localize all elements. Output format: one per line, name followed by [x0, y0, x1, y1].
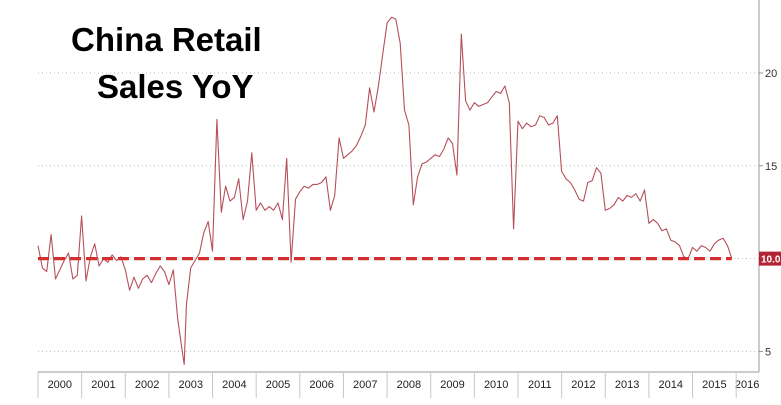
xtick-label-2008: 2008: [397, 379, 421, 391]
title-line-1: China Retail: [71, 21, 262, 58]
xtick-label-2001: 2001: [91, 379, 115, 391]
xtick-label-2012: 2012: [571, 379, 595, 391]
series: [37, 16, 733, 365]
title-line-2: Sales YoY: [97, 68, 254, 105]
series-line-0: [37, 16, 733, 365]
xtick-label-2009: 2009: [440, 379, 464, 391]
last-value-badge: 10.0: [759, 251, 781, 266]
last-value-badge-bg: [759, 251, 781, 266]
xtick-label-2003: 2003: [178, 379, 202, 391]
xtick-label-2006: 2006: [309, 379, 333, 391]
xtick-label-2002: 2002: [135, 379, 159, 391]
axes: 5101520200020012002200320042005200620072…: [37, 0, 777, 398]
xtick-label-2016: 2016: [735, 379, 759, 391]
xtick-label-2005: 2005: [266, 379, 290, 391]
xtick-label-2004: 2004: [222, 379, 246, 391]
chart-title: China Retail Sales YoY: [71, 21, 262, 105]
ytick-label-15: 15: [765, 161, 777, 173]
xtick-label-2007: 2007: [353, 379, 377, 391]
xtick-label-2010: 2010: [484, 379, 508, 391]
xtick-label-2011: 2011: [528, 379, 552, 391]
xtick-label-2015: 2015: [702, 379, 726, 391]
last-value-badge-label: 10.0: [761, 255, 781, 266]
xtick-label-2000: 2000: [48, 379, 72, 391]
xtick-label-2014: 2014: [658, 379, 682, 391]
ytick-label-20: 20: [765, 68, 777, 80]
gridlines: [38, 72, 759, 352]
xtick-label-2013: 2013: [615, 379, 639, 391]
ytick-label-5: 5: [765, 346, 771, 358]
